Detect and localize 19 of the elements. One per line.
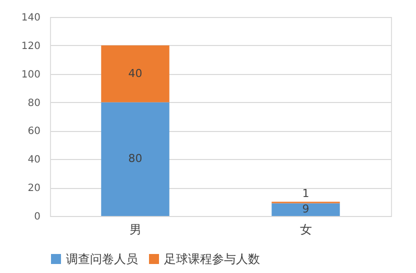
x-tick-label: 女	[300, 222, 312, 236]
y-tick-label: 40	[28, 154, 40, 166]
bar	[101, 45, 170, 102]
y-tick-label: 80	[28, 98, 40, 109]
data-label: 1	[302, 186, 310, 200]
y-tick-label: 100	[21, 69, 40, 80]
legend-label: 足球课程参与人数	[164, 252, 260, 266]
y-tick-label: 140	[21, 12, 40, 24]
legend-label: 调查问卷人员	[66, 252, 138, 266]
y-tick-label: 60	[28, 126, 40, 138]
y-tick-label: 0	[34, 212, 40, 222]
y-tick-label: 20	[28, 183, 40, 194]
data-label: 40	[128, 66, 142, 80]
bar	[272, 203, 340, 216]
x-tick-label: 男	[129, 222, 142, 236]
y-tick-label: 120	[21, 40, 40, 52]
data-label: 9	[302, 202, 310, 216]
bar	[101, 102, 170, 216]
data-label: 80	[128, 152, 142, 166]
